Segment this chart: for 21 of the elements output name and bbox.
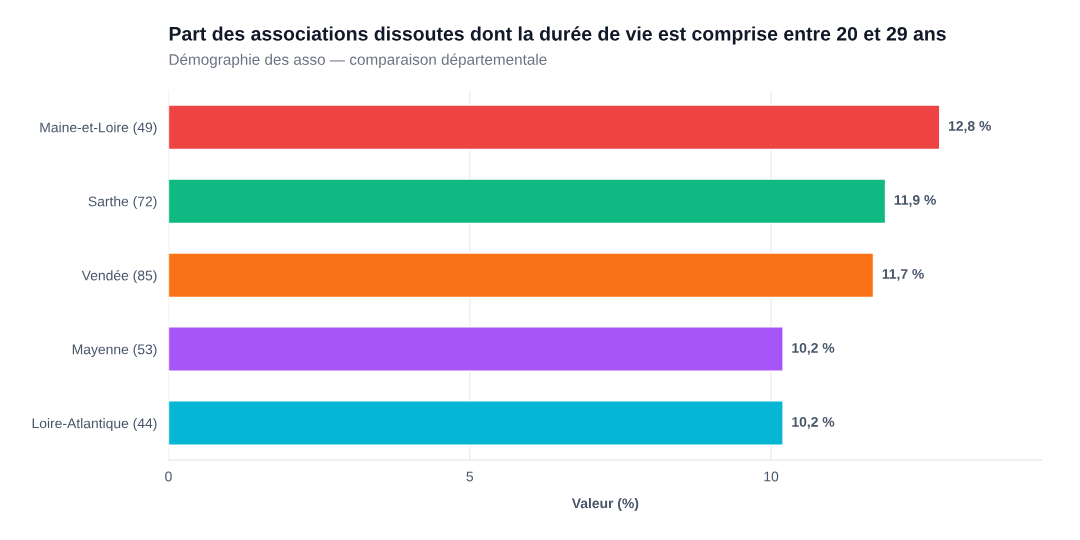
x-tick-label: 10: [764, 471, 779, 482]
chart-title: Part des associations dissoutes dont la durée de vie est comprise entre 20 et 29 ans: [169, 26, 946, 45]
data-label: 12,8 %: [948, 121, 991, 133]
bar: [168, 178, 887, 225]
data-label: 10,2 %: [792, 343, 835, 355]
bar: [168, 400, 784, 446]
data-label: 10,2 %: [792, 416, 835, 429]
x-tick-label: 5: [466, 471, 474, 482]
y-tick-label: Maine-et-Loire (49): [40, 122, 157, 136]
x-tick-label: 0: [165, 471, 172, 482]
y-tick-label: Loire-Atlantique (44): [32, 418, 157, 431]
data-label: 11,9 %: [894, 195, 936, 207]
x-axis-title: Valeur (%): [571, 498, 639, 511]
bar: [168, 326, 784, 372]
bar: [168, 252, 875, 299]
bar: [168, 104, 941, 151]
y-tick-label: Mayenne (53): [72, 344, 157, 358]
chart-subtitle: Démographie des asso — comparaison départementale: [169, 53, 547, 68]
y-tick-label: Sarthe (72): [88, 196, 157, 210]
y-tick-label: Vendée (85): [81, 270, 157, 284]
data-label: 11,7 %: [882, 269, 924, 281]
